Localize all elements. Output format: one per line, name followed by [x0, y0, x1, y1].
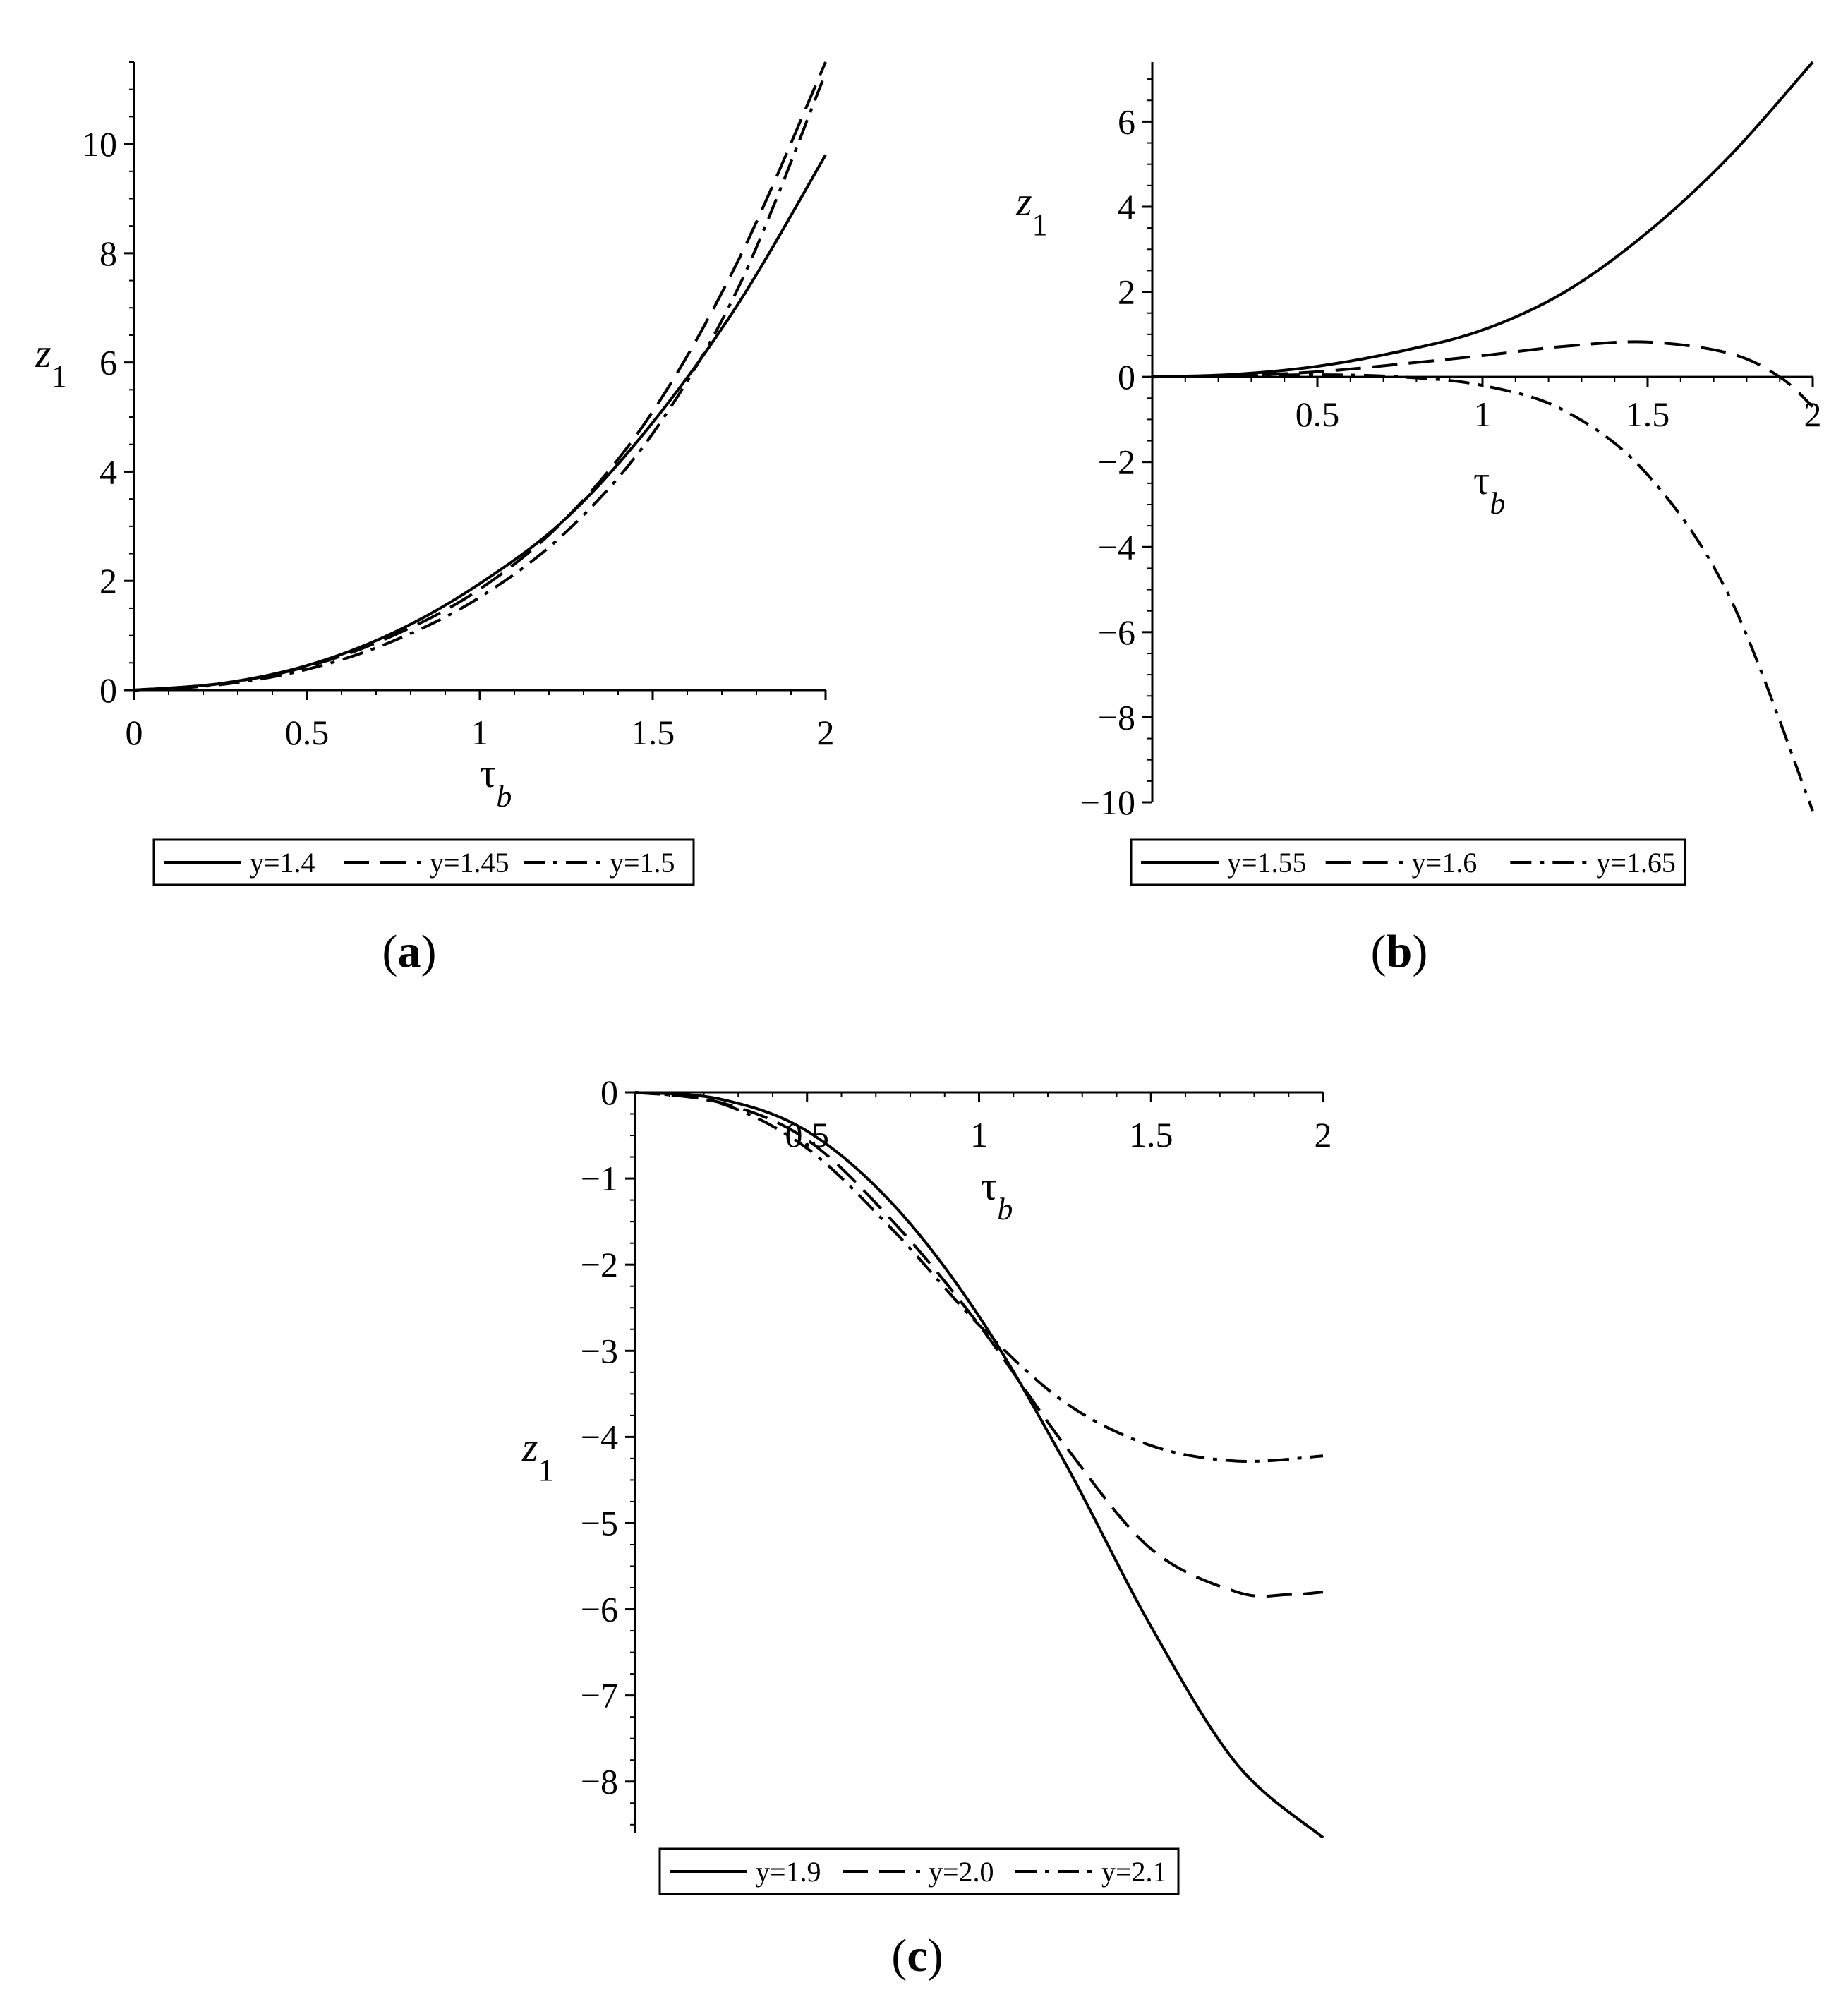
y-axis-label: z1	[521, 1424, 554, 1488]
series-line-dashdot	[133, 72, 827, 692]
y-tick-label: 10	[82, 124, 117, 164]
series-line-dash	[634, 1091, 1324, 1598]
y-tick-label: −1	[581, 1159, 618, 1198]
svg-text:(b): (b)	[1371, 926, 1428, 977]
y-tick-label: −8	[581, 1762, 618, 1802]
y-tick-label: −8	[1098, 697, 1135, 737]
legend-label: y=1.55	[1227, 847, 1307, 879]
y-tick-label: −4	[581, 1417, 618, 1456]
legend-label: y=1.5	[610, 847, 675, 879]
x-tick-label: 0.5	[1296, 394, 1340, 434]
legend-box	[1130, 838, 1686, 886]
legend-label: y=1.4	[250, 847, 315, 879]
series-line-solid	[634, 1091, 1324, 1839]
legend-label: y=1.9	[756, 1856, 821, 1888]
legend-box	[152, 838, 695, 886]
series-line-dash	[133, 61, 827, 692]
legend: y=1.55 y=1.6 y=1.65	[1130, 838, 1686, 886]
legend-label: y=2.0	[929, 1856, 994, 1888]
y-tick-label: 6	[99, 343, 117, 382]
x-axis-label: τb	[1473, 457, 1505, 521]
legend: y=1.4 y=1.45 y=1.5	[152, 838, 695, 886]
x-tick-label: 1	[970, 1115, 988, 1154]
y-tick-label: 2	[1118, 272, 1135, 312]
x-axis-label: τb	[981, 1163, 1013, 1226]
x-tick-label: 2	[1315, 1115, 1332, 1154]
x-axis-label: τb	[480, 750, 512, 814]
panel-label-a: (a)	[382, 926, 437, 977]
series-line-solid	[1152, 61, 1814, 379]
y-tick-label: 0	[600, 1073, 618, 1112]
y-tick-label: 4	[99, 452, 117, 491]
series-line-dashdot	[1152, 373, 1814, 812]
panel-label-b: (b)	[1371, 926, 1428, 977]
y-tick-label: 2	[99, 561, 117, 601]
y-tick-label: 8	[99, 234, 117, 273]
y-tick-label: −3	[581, 1331, 618, 1370]
x-tick-label: 0.5	[285, 713, 330, 752]
panel-label-b-text: b	[1387, 926, 1413, 977]
y-tick-label: −7	[581, 1676, 618, 1715]
y-tick-label: 0	[99, 670, 117, 710]
x-tick-label: 2	[817, 713, 835, 752]
y-tick-label: −5	[581, 1503, 618, 1543]
x-tick-label: 1.5	[631, 713, 675, 752]
legend-label: y=1.45	[430, 847, 509, 879]
y-tick-label: −10	[1080, 783, 1135, 822]
y-tick-label: −4	[1098, 527, 1135, 567]
y-tick-label: −6	[1098, 613, 1135, 652]
y-tick-label: 0	[1118, 357, 1135, 397]
panel-label-a-text: a	[398, 926, 421, 977]
y-tick-label: −6	[581, 1590, 618, 1629]
y-tick-label: −2	[1098, 442, 1135, 482]
series-line-solid	[133, 154, 827, 692]
legend-label: y=1.6	[1412, 847, 1478, 879]
x-tick-label: 1	[471, 713, 489, 752]
legend: y=1.9 y=2.0 y=2.1	[658, 1847, 1180, 1895]
legend-label: y=2.1	[1101, 1856, 1167, 1888]
y-tick-label: 6	[1118, 102, 1135, 141]
y-tick-label: 4	[1118, 187, 1135, 227]
series-line-dashdot	[634, 1091, 1324, 1463]
panel-label-c: (c)	[891, 1930, 943, 1981]
x-tick-label: 1.5	[1626, 394, 1670, 434]
x-tick-label: 1	[1474, 394, 1492, 434]
x-tick-label: 0	[126, 713, 143, 752]
legend-label: y=1.65	[1596, 847, 1676, 879]
svg-text:(c): (c)	[891, 1930, 943, 1981]
y-tick-label: −2	[581, 1245, 618, 1284]
x-tick-label: 1.5	[1129, 1115, 1173, 1154]
panel-a: 0 0.5 1 1.5 2 0 2 4 6 8 10 z1 τb y=1.4 y=1.45 y=1.5	[35, 61, 835, 886]
panel-label-c-text: c	[907, 1930, 927, 1981]
y-axis-label: z1	[35, 330, 67, 394]
y-axis-label: z1	[1015, 179, 1048, 242]
svg-text:(a): (a)	[382, 926, 437, 977]
